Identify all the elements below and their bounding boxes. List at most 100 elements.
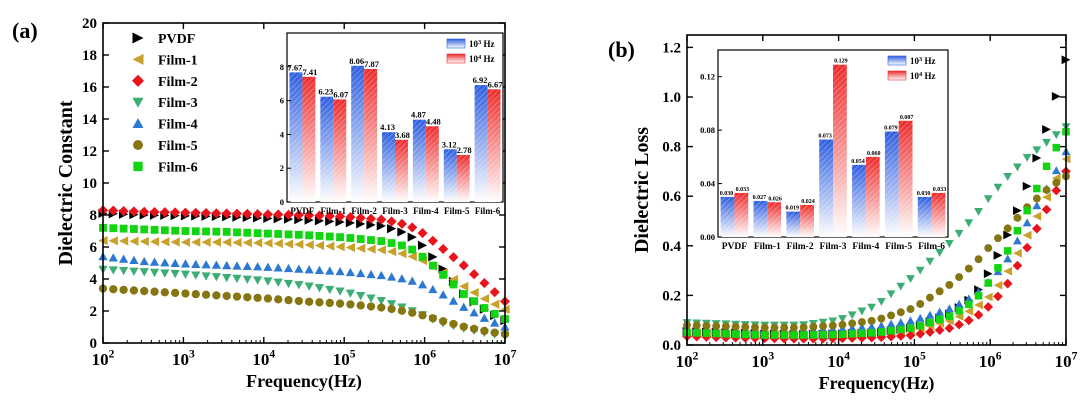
- data-point: [283, 239, 294, 249]
- data-point: [887, 326, 895, 335]
- data-point: [314, 265, 325, 275]
- data-point: [1032, 223, 1042, 234]
- inset-bar-hatch: [351, 65, 365, 202]
- data-point: [438, 290, 448, 299]
- data-point: [191, 227, 200, 236]
- y-tick-label: 1.0: [662, 90, 681, 106]
- data-point: [417, 240, 428, 250]
- legend-marker: [133, 161, 143, 172]
- data-point: [232, 237, 242, 248]
- legend-label: Film-6: [158, 160, 198, 175]
- data-point: [180, 270, 191, 279]
- data-point: [702, 321, 711, 330]
- data-point: [345, 212, 356, 223]
- legend-label: Film-4: [158, 118, 198, 133]
- data-point: [470, 297, 478, 306]
- data-point: [1042, 162, 1051, 171]
- data-point: [459, 322, 468, 331]
- data-point: [925, 257, 935, 266]
- data-point: [397, 274, 407, 283]
- inset-bar-chart: 7.67 7.41 PVDF 6.23 6.07 Film-1 8.06 7.87 Film-2…: [280, 32, 504, 216]
- inset-bar-hatch: [819, 139, 833, 237]
- data-point: [201, 207, 212, 219]
- x-tick-label: 107: [1055, 349, 1078, 371]
- data-point: [828, 317, 838, 326]
- data-point: [1013, 248, 1022, 258]
- data-point: [790, 331, 798, 339]
- data-point: [954, 319, 964, 330]
- data-point: [819, 331, 827, 339]
- data-point: [262, 209, 273, 220]
- data-point: [857, 322, 867, 331]
- data-point: [799, 323, 808, 332]
- inset-bar-hatch: [333, 99, 347, 202]
- data-point: [367, 236, 375, 244]
- data-point: [386, 216, 397, 227]
- data-point: [760, 323, 769, 332]
- data-point: [479, 278, 490, 289]
- data-point: [397, 227, 407, 237]
- inset-bar-value: 0.073: [818, 133, 832, 139]
- inset-bar-hatch: [289, 72, 303, 202]
- data-point: [109, 224, 118, 233]
- data-point: [858, 329, 866, 338]
- data-point: [376, 270, 386, 280]
- data-point: [848, 319, 857, 328]
- series-film-6: [99, 223, 509, 323]
- data-point: [1042, 192, 1051, 202]
- y-axis-title: Dielectric Loss: [631, 127, 653, 253]
- data-point: [712, 322, 721, 331]
- data-point: [336, 233, 344, 242]
- legend-marker: [132, 118, 144, 128]
- x-tick-label: 106: [413, 347, 436, 369]
- data-point: [149, 237, 160, 247]
- inset-bar-value: 0.027: [753, 195, 767, 201]
- legend: PVDF Film-1 Film-2 Film-3 Film-4 Film-5 Film-6: [131, 32, 198, 175]
- inset-legend-swatch: [887, 55, 907, 66]
- series-film-5: [98, 284, 510, 339]
- data-point: [993, 291, 1003, 302]
- data-point: [770, 323, 779, 332]
- data-point: [180, 207, 191, 218]
- data-point: [273, 278, 283, 287]
- data-point: [305, 297, 314, 306]
- data-point: [741, 323, 750, 332]
- inset-legend-label: 103 Hz: [469, 39, 495, 49]
- data-point: [848, 330, 856, 338]
- data-point: [407, 276, 417, 285]
- data-point: [838, 330, 847, 339]
- data-point: [973, 310, 984, 320]
- data-point: [1003, 247, 1012, 255]
- x-tick-label: 102: [676, 349, 699, 371]
- inset-bar-hatch: [833, 64, 847, 237]
- inset-category-label: Film-3: [820, 242, 847, 252]
- y-tick-label: 16: [82, 80, 98, 96]
- data-point: [283, 209, 294, 220]
- inset-bar-hatch: [474, 85, 488, 202]
- data-point: [221, 208, 232, 219]
- data-point: [140, 286, 149, 296]
- data-point: [181, 289, 190, 298]
- data-point: [253, 229, 262, 238]
- data-point: [809, 322, 818, 331]
- data-point: [253, 238, 263, 248]
- data-point: [365, 213, 377, 224]
- data-point: [191, 289, 200, 299]
- data-point: [944, 304, 954, 313]
- data-point: [983, 302, 994, 312]
- data-point: [283, 263, 294, 273]
- data-point: [242, 261, 252, 271]
- inset-category-label: PVDF: [722, 242, 748, 252]
- data-point: [253, 262, 263, 271]
- data-point: [847, 323, 857, 332]
- data-point: [253, 276, 263, 285]
- data-point: [315, 232, 324, 240]
- inset-bar-value: 6.23: [318, 87, 333, 97]
- inset-y-tick-label: 0.12: [700, 72, 715, 82]
- inset-bar-value: 2.78: [457, 145, 472, 155]
- data-point: [242, 275, 252, 284]
- data-point: [160, 288, 169, 297]
- data-point: [895, 331, 906, 341]
- y-tick-label: 20: [82, 16, 97, 32]
